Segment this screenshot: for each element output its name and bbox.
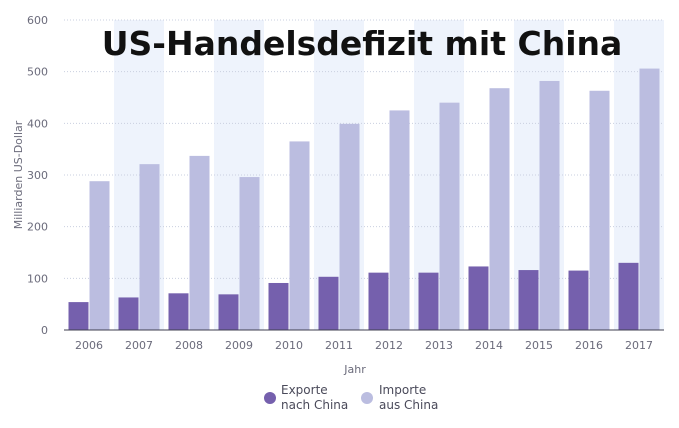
- bar-exporte[interactable]: [168, 293, 189, 330]
- bar-exporte[interactable]: [518, 270, 539, 330]
- bar-exporte[interactable]: [468, 266, 489, 330]
- bar-exporte[interactable]: [418, 272, 439, 330]
- bar-importe[interactable]: [439, 102, 460, 331]
- bars: [68, 68, 660, 331]
- bar-exporte[interactable]: [118, 297, 139, 330]
- chart-title: US-Handelsdefizit mit China: [102, 24, 623, 63]
- bar-importe[interactable]: [239, 177, 260, 330]
- x-tick-label: 2008: [175, 339, 203, 352]
- bar-importe[interactable]: [389, 110, 410, 331]
- x-tick-label: 2014: [475, 339, 503, 352]
- y-tick-label: 300: [27, 169, 48, 182]
- bar-exporte[interactable]: [218, 294, 239, 330]
- bar-exporte[interactable]: [368, 272, 389, 330]
- bar-importe[interactable]: [539, 80, 560, 330]
- x-tick-label: 2013: [425, 339, 453, 352]
- y-tick-label: 500: [27, 66, 48, 79]
- bar-exporte[interactable]: [268, 282, 289, 330]
- y-tick-label: 600: [27, 14, 48, 27]
- y-tick-label: 0: [41, 324, 48, 337]
- x-tick-label: 2010: [275, 339, 303, 352]
- y-axis-title: Milliarden US-Dollar: [12, 120, 25, 229]
- x-axis-title: Jahr: [343, 363, 366, 376]
- legend-label: nach China: [281, 398, 348, 412]
- bar-importe[interactable]: [339, 123, 360, 330]
- y-tick-label: 100: [27, 272, 48, 285]
- legend-label: Exporte: [281, 383, 328, 397]
- bar-importe[interactable]: [289, 141, 310, 330]
- x-tick-label: 2009: [225, 339, 253, 352]
- legend-label: aus China: [379, 398, 438, 412]
- x-tick-labels: 2006 2007 2008 2009 2010 2011 2012 2013 2014 2015…: [75, 339, 653, 352]
- x-tick-label: 2016: [575, 339, 603, 352]
- bar-importe[interactable]: [489, 88, 510, 330]
- bar-importe[interactable]: [189, 155, 210, 330]
- legend-marker: [264, 392, 276, 404]
- y-tick-label: 400: [27, 117, 48, 130]
- bar-exporte[interactable]: [568, 270, 589, 330]
- bar-importe[interactable]: [639, 68, 660, 331]
- bar-exporte[interactable]: [618, 262, 639, 330]
- gridlines: [64, 19, 664, 279]
- x-tick-label: 2011: [325, 339, 353, 352]
- y-tick-labels: 0 100 200 300 400 500 600: [27, 14, 48, 337]
- x-tick-label: 2015: [525, 339, 553, 352]
- legend-label: Importe: [379, 383, 426, 397]
- x-tick-label: 2007: [125, 339, 153, 352]
- bar-importe[interactable]: [139, 164, 160, 330]
- x-tick-label: 2017: [625, 339, 653, 352]
- legend-marker: [361, 392, 373, 404]
- y-tick-label: 200: [27, 221, 48, 234]
- x-tick-label: 2012: [375, 339, 403, 352]
- x-tick-label: 2006: [75, 339, 103, 352]
- bar-importe[interactable]: [589, 90, 610, 331]
- bar-importe[interactable]: [89, 181, 110, 330]
- bar-exporte[interactable]: [318, 276, 339, 330]
- bar-exporte[interactable]: [68, 302, 89, 330]
